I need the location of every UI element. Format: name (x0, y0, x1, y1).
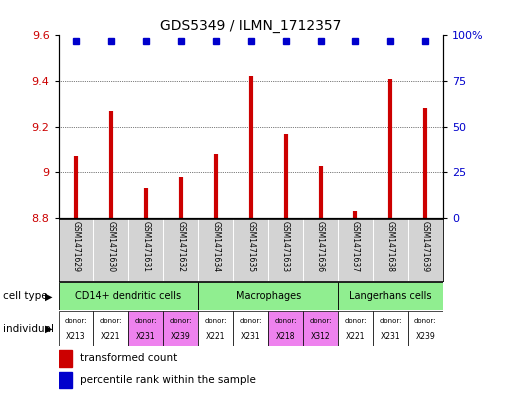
Title: GDS5349 / ILMN_1712357: GDS5349 / ILMN_1712357 (160, 19, 342, 33)
Text: donor:: donor: (169, 318, 192, 324)
Bar (199, 282, 338, 310)
Text: GSM1471638: GSM1471638 (386, 221, 395, 272)
Text: Langerhans cells: Langerhans cells (349, 291, 432, 301)
Text: GSM1471637: GSM1471637 (351, 221, 360, 272)
Text: X239: X239 (171, 332, 191, 341)
Text: GSM1471635: GSM1471635 (246, 221, 255, 272)
Text: GSM1471629: GSM1471629 (71, 221, 80, 272)
Bar (338, 282, 443, 310)
Text: GSM1471632: GSM1471632 (176, 221, 185, 272)
Text: donor:: donor: (274, 318, 297, 324)
Text: X218: X218 (276, 332, 295, 341)
Text: donor:: donor: (65, 318, 87, 324)
Text: GSM1471639: GSM1471639 (421, 221, 430, 272)
Bar (268, 311, 303, 346)
Bar (199, 311, 233, 346)
Text: GSM1471634: GSM1471634 (211, 221, 220, 272)
Text: X231: X231 (381, 332, 400, 341)
Text: X221: X221 (101, 332, 121, 341)
Bar (373, 311, 408, 346)
Text: X312: X312 (310, 332, 330, 341)
Text: donor:: donor: (379, 318, 402, 324)
Text: Macrophages: Macrophages (236, 291, 301, 301)
Text: CD14+ dendritic cells: CD14+ dendritic cells (75, 291, 182, 301)
Bar (59, 311, 94, 346)
Text: transformed count: transformed count (80, 353, 177, 364)
Text: ▶: ▶ (45, 323, 52, 334)
Text: individual: individual (3, 323, 53, 334)
Text: X231: X231 (241, 332, 261, 341)
Bar (94, 311, 128, 346)
Text: donor:: donor: (100, 318, 122, 324)
Text: donor:: donor: (205, 318, 227, 324)
Bar (408, 311, 443, 346)
Text: GSM1471631: GSM1471631 (142, 221, 150, 272)
Text: donor:: donor: (309, 318, 332, 324)
Text: X213: X213 (66, 332, 86, 341)
Text: GSM1471633: GSM1471633 (281, 221, 290, 272)
Text: cell type: cell type (3, 291, 47, 301)
Text: ▶: ▶ (45, 291, 52, 301)
Text: GSM1471636: GSM1471636 (316, 221, 325, 272)
Bar (128, 311, 163, 346)
Bar (163, 311, 199, 346)
Bar (59, 372, 72, 388)
Text: X221: X221 (346, 332, 365, 341)
Text: X231: X231 (136, 332, 156, 341)
Text: X221: X221 (206, 332, 225, 341)
Text: donor:: donor: (414, 318, 437, 324)
Text: donor:: donor: (344, 318, 367, 324)
Bar (233, 311, 268, 346)
Bar (59, 351, 72, 367)
Text: donor:: donor: (134, 318, 157, 324)
Bar (338, 311, 373, 346)
Text: percentile rank within the sample: percentile rank within the sample (80, 375, 256, 385)
Text: donor:: donor: (239, 318, 262, 324)
Text: GSM1471630: GSM1471630 (106, 221, 116, 272)
Bar (59, 282, 199, 310)
Text: X239: X239 (415, 332, 435, 341)
Bar (303, 311, 338, 346)
